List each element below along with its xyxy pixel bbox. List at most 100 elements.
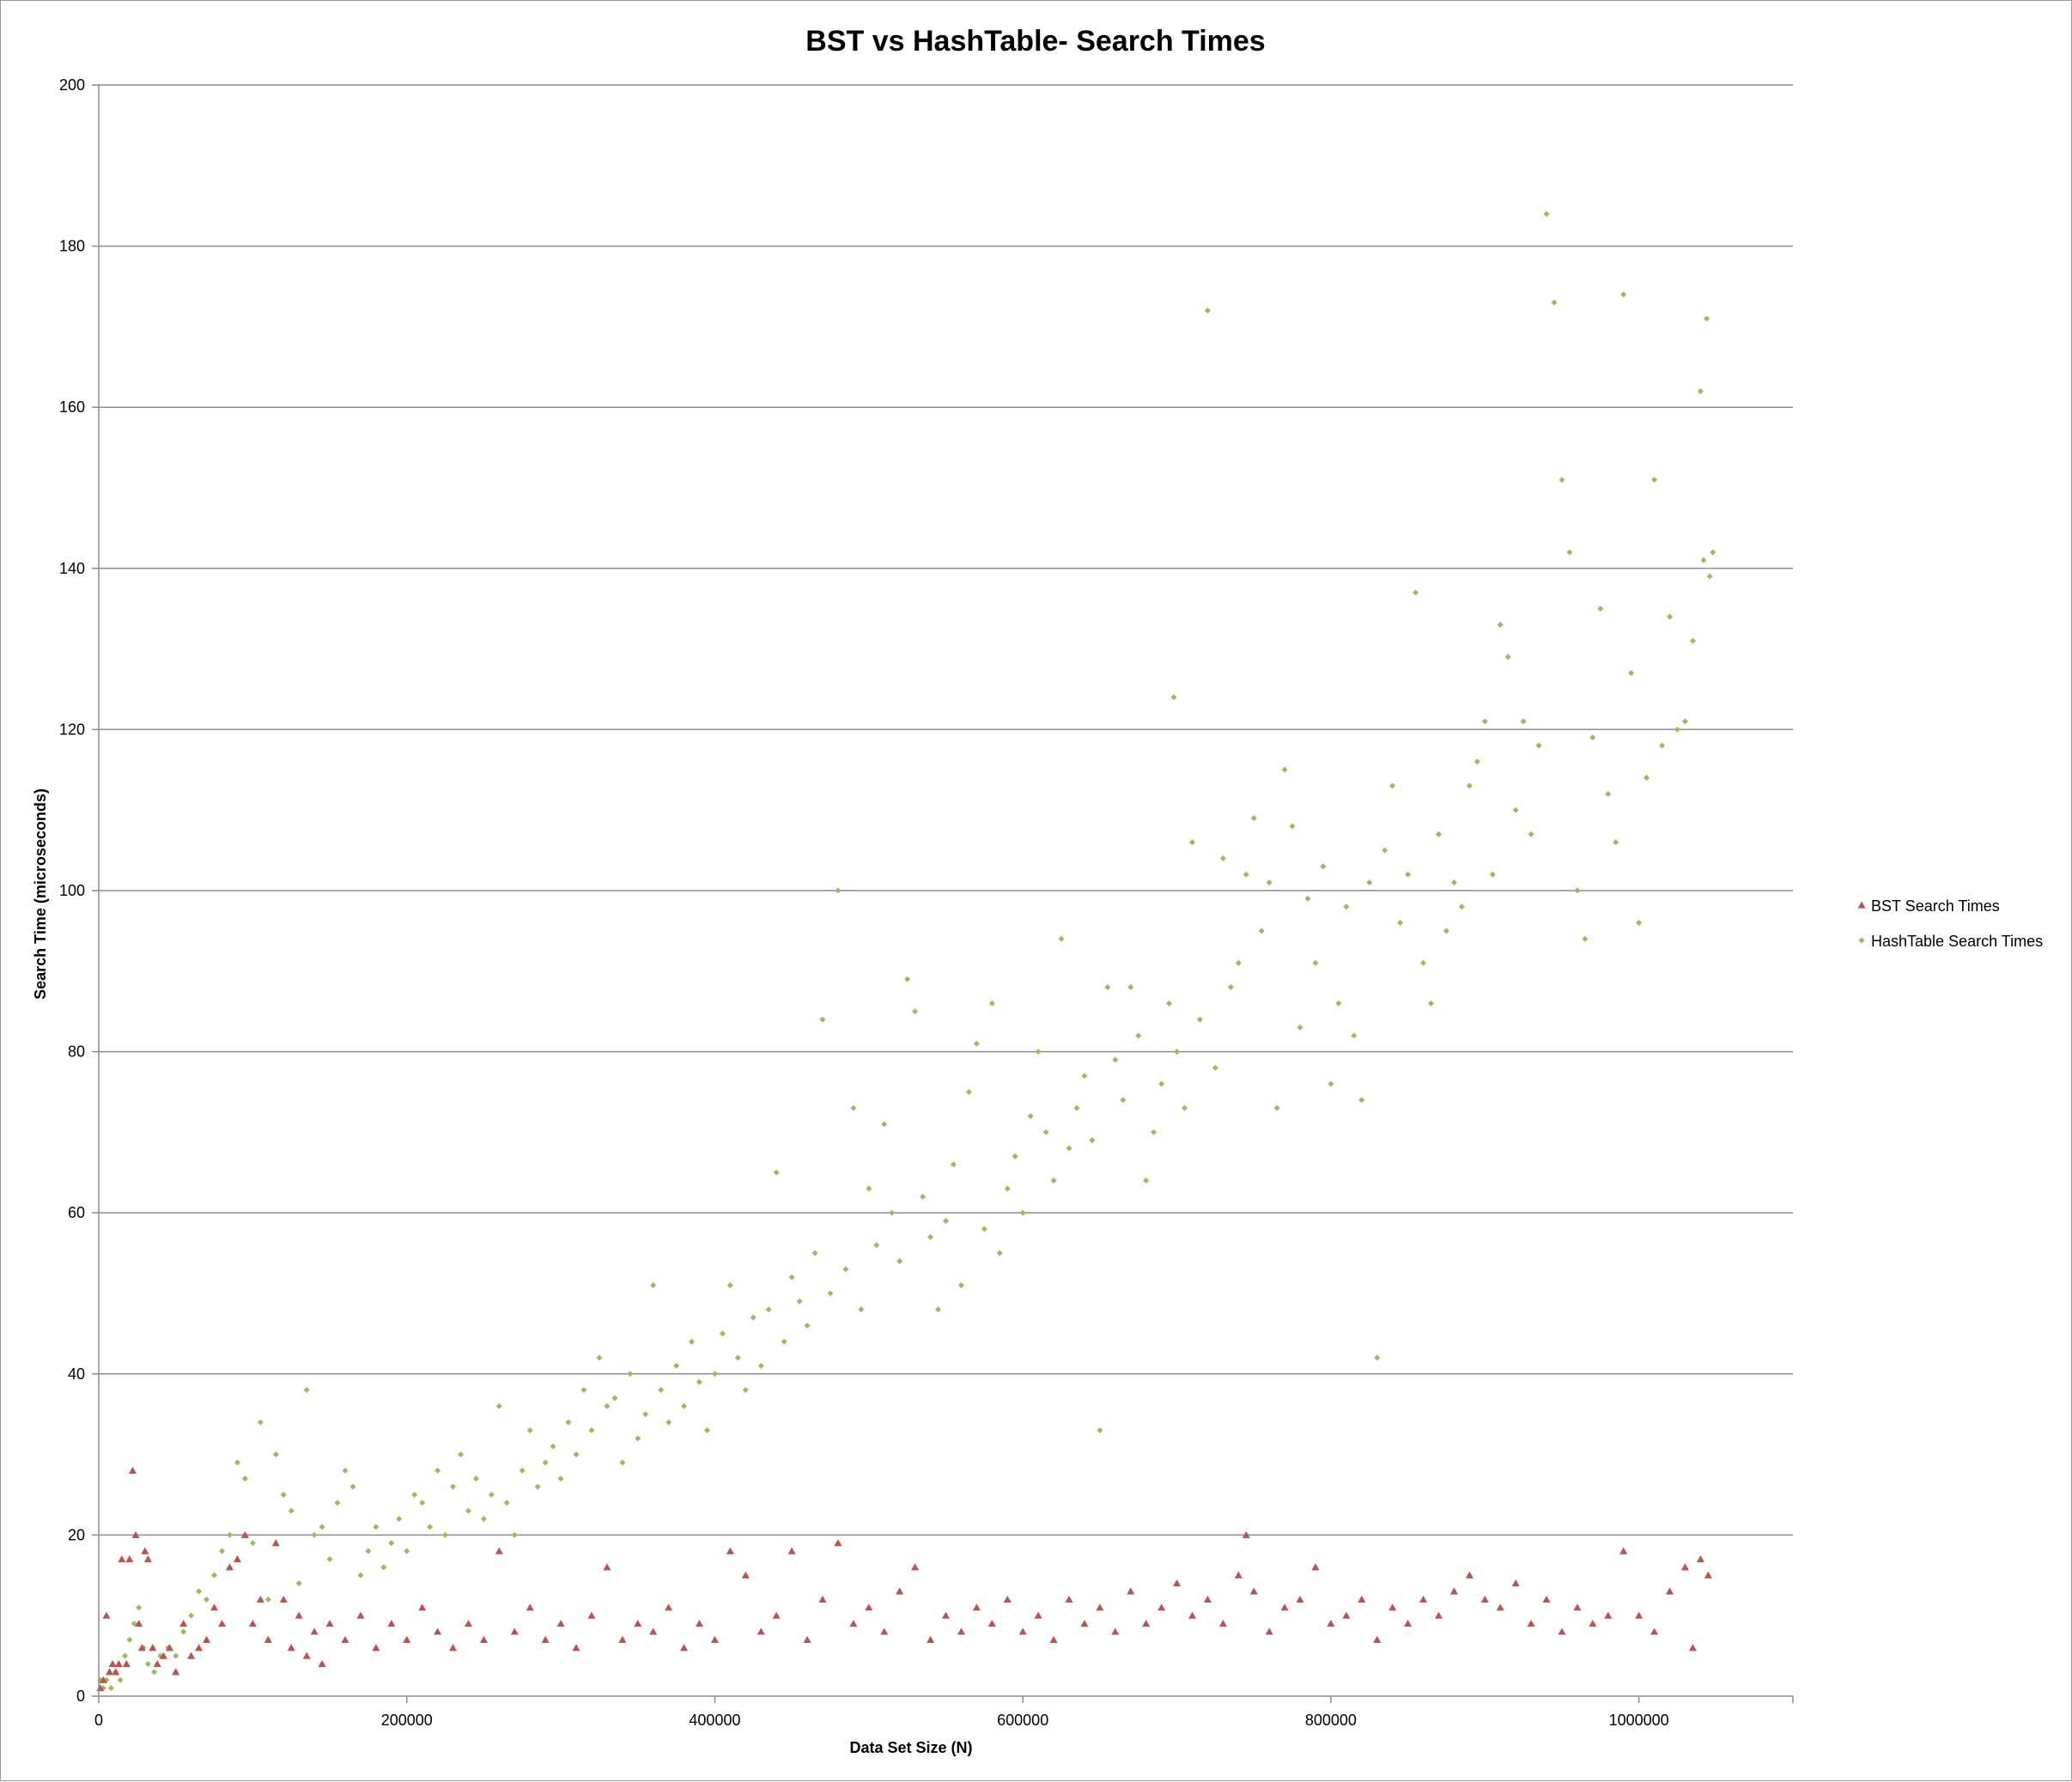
hashtable-point xyxy=(1127,984,1134,991)
hashtable-point xyxy=(1050,1177,1057,1184)
hashtable-point xyxy=(1182,1104,1188,1111)
bst-point xyxy=(271,1539,280,1547)
bst-point xyxy=(1666,1587,1674,1595)
hashtable-point xyxy=(1427,1000,1434,1007)
bst-point xyxy=(418,1603,427,1611)
bst-point xyxy=(279,1595,288,1603)
hashtable-point xyxy=(319,1524,325,1530)
bst-point xyxy=(1388,1603,1397,1611)
hashtable-point xyxy=(596,1354,603,1361)
hashtable-point xyxy=(1035,1049,1042,1055)
hashtable-point xyxy=(226,1531,233,1538)
hashtable-point xyxy=(1374,1354,1381,1361)
hashtable-point xyxy=(534,1483,541,1490)
hashtable-point xyxy=(1628,670,1635,677)
bst-point xyxy=(1158,1603,1166,1611)
hashtable-point xyxy=(442,1531,449,1538)
data-points xyxy=(96,210,1717,1692)
bst-point xyxy=(464,1620,472,1627)
x-tick-label: 200000 xyxy=(381,1712,433,1729)
bst-point xyxy=(1619,1547,1628,1554)
hashtable-point xyxy=(1528,830,1534,837)
bst-point xyxy=(310,1627,319,1635)
hashtable-point xyxy=(1651,477,1658,484)
x-tick-label: 400000 xyxy=(689,1712,740,1729)
bst-point xyxy=(1527,1620,1535,1627)
hashtable-point xyxy=(144,1660,151,1667)
bst-point xyxy=(149,1644,157,1651)
bst-point xyxy=(772,1611,781,1619)
hashtable-point xyxy=(1143,1177,1150,1184)
hashtable-point xyxy=(1066,1145,1072,1152)
hashtable-point xyxy=(1535,742,1542,749)
bst-point xyxy=(541,1635,550,1643)
hashtable-point xyxy=(920,1193,927,1200)
hashtable-point xyxy=(1335,1000,1342,1007)
hashtable-point xyxy=(819,1016,826,1023)
bst-point xyxy=(942,1611,950,1619)
hashtable-point xyxy=(804,1323,811,1329)
hashtable-point xyxy=(1089,1137,1096,1144)
y-axis-title: Search Time (microseconds) xyxy=(32,788,49,1000)
hashtable-point xyxy=(1700,556,1707,563)
hashtable-point xyxy=(1659,742,1666,749)
hashtable-point xyxy=(734,1354,741,1361)
bst-point xyxy=(1265,1627,1273,1635)
hashtable-point xyxy=(249,1540,256,1547)
bst-point xyxy=(108,1659,117,1668)
hashtable-point xyxy=(673,1362,680,1369)
bst-point xyxy=(356,1611,365,1619)
bst-point xyxy=(834,1539,842,1547)
hashtable-point xyxy=(1636,920,1643,927)
hashtable-point xyxy=(835,887,842,894)
hashtable-point xyxy=(1466,782,1473,789)
hashtable-point xyxy=(480,1516,487,1523)
hashtable-point xyxy=(1613,839,1619,846)
hashtable-point xyxy=(765,1306,772,1313)
hashtable-point xyxy=(1151,1128,1158,1135)
bst-point xyxy=(1542,1595,1551,1603)
bst-point xyxy=(1080,1620,1089,1627)
bst-point xyxy=(1688,1644,1697,1651)
hashtable-point xyxy=(257,1419,264,1426)
hashtable-point xyxy=(511,1531,518,1538)
bst-point xyxy=(1249,1587,1258,1595)
bst-point xyxy=(325,1620,334,1627)
hashtable-point xyxy=(380,1564,387,1571)
bst-point xyxy=(680,1644,689,1651)
hashtable-point xyxy=(107,1685,114,1692)
bst-point xyxy=(927,1635,935,1643)
hashtable-point xyxy=(264,1596,271,1603)
hashtable-point xyxy=(1559,477,1565,484)
hashtable-point xyxy=(288,1507,295,1514)
hashtable-point xyxy=(1012,1153,1018,1160)
hashtable-point xyxy=(627,1371,634,1378)
bst-point xyxy=(153,1659,161,1668)
x-tick-label: 1000000 xyxy=(1609,1712,1669,1729)
bst-point xyxy=(556,1620,565,1627)
hashtable-point xyxy=(1566,549,1573,556)
legend: BST Search Times HashTable Search Times xyxy=(1857,897,2043,950)
bst-point xyxy=(1573,1603,1582,1611)
bst-point xyxy=(99,1676,107,1683)
hashtable-point xyxy=(326,1556,333,1563)
hashtable-point xyxy=(604,1402,611,1409)
hashtable-point xyxy=(411,1492,418,1498)
hashtable-point xyxy=(1312,959,1319,966)
hashtable-point xyxy=(773,1169,780,1176)
legend-marker-hashtable xyxy=(1858,937,1865,944)
bst-point xyxy=(287,1644,295,1651)
bst-point xyxy=(1373,1635,1382,1643)
hashtable-point xyxy=(957,1282,964,1289)
hashtable-point xyxy=(373,1524,380,1530)
bst-point xyxy=(1342,1611,1351,1619)
bst-point xyxy=(665,1603,673,1611)
bst-point xyxy=(696,1620,704,1627)
hashtable-point xyxy=(1297,1024,1303,1031)
bst-point xyxy=(434,1627,442,1635)
series-hashtable xyxy=(97,210,1717,1692)
hashtable-point xyxy=(419,1499,426,1506)
hashtable-point xyxy=(472,1475,479,1482)
hashtable-point xyxy=(1281,766,1288,773)
hashtable-point xyxy=(1266,879,1273,886)
